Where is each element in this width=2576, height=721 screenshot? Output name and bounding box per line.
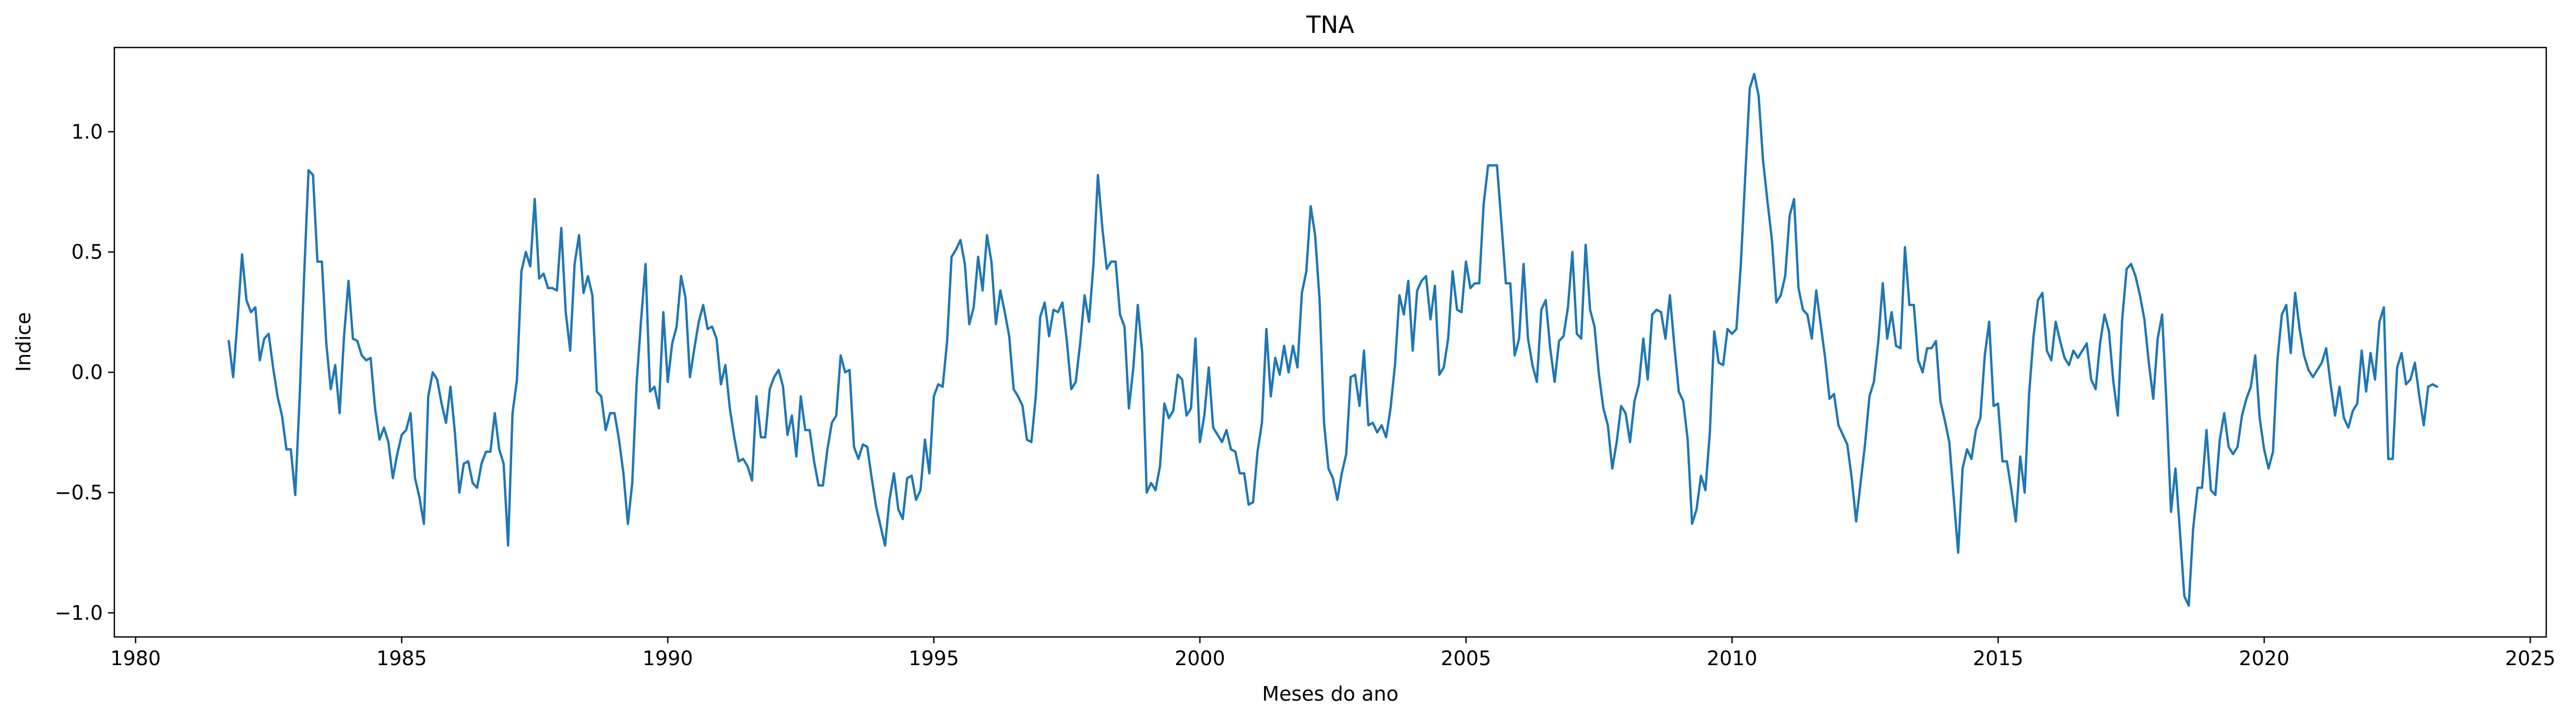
y-tick-label: −0.5 [55, 481, 103, 504]
x-tick-label: 2005 [1441, 647, 1492, 670]
y-tick-label: 0.0 [72, 361, 103, 384]
x-tick-label: 2000 [1175, 647, 1225, 670]
x-tick-label: 2020 [2239, 647, 2289, 670]
y-tick-label: 1.0 [72, 120, 103, 143]
x-tick-label: 1990 [643, 647, 693, 670]
x-tick-label: 1985 [376, 647, 427, 670]
x-tick-label: 2010 [1707, 647, 1757, 670]
x-tick-label: 1995 [908, 647, 959, 670]
y-tick-label: −1.0 [55, 601, 103, 624]
plot-frame [113, 46, 2547, 638]
chart-title: TNA [1306, 11, 1354, 39]
x-tick-label: 2025 [2505, 647, 2556, 670]
x-axis-label: Meses do ano [1262, 682, 1398, 705]
series-line [227, 73, 2439, 607]
axis-ticks: 1980 1985 1990 1995 2000 2005 2010 2015 2020 2025… [55, 120, 2556, 670]
x-tick-label: 2015 [1973, 647, 2024, 670]
x-tick-label: 1980 [110, 647, 161, 670]
y-tick-label: 0.5 [72, 241, 103, 264]
y-axis-label: Indice [12, 312, 35, 372]
